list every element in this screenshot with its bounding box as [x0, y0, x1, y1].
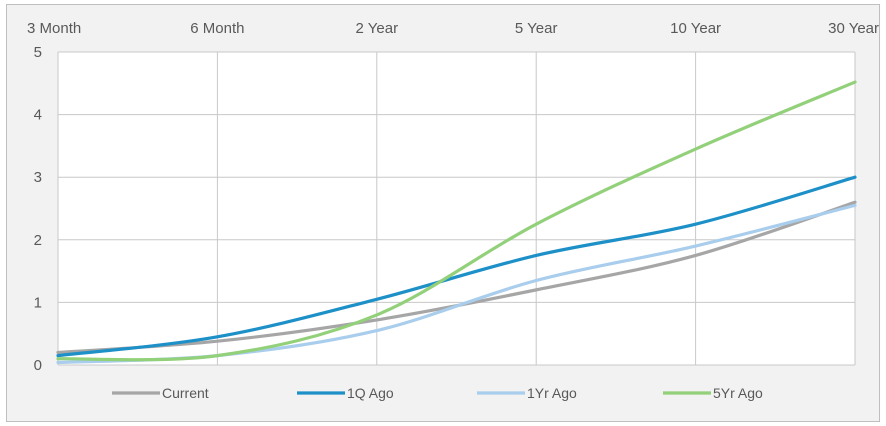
chart-frame: 0 1 2 3 4 5 3 Month 6 Month 2 Year 5 Year 10 Year…	[6, 4, 880, 422]
x-tick-label-5: 30 Year	[828, 20, 879, 37]
legend-label-0: Current	[162, 385, 209, 401]
legend-label-1: 1Q Ago	[347, 385, 394, 401]
plot-area	[58, 52, 855, 365]
series-line-1	[56, 175, 857, 358]
x-tick-label-1: 6 Month	[190, 20, 244, 37]
series-line-3	[56, 80, 857, 362]
y-tick-label-4: 4	[34, 107, 42, 124]
series-lines	[56, 80, 857, 365]
y-tick-label-2: 2	[34, 232, 42, 249]
y-tick-label-0: 0	[34, 357, 42, 374]
y-tick-label-5: 5	[34, 44, 42, 61]
x-tick-label-2: 2 Year	[356, 20, 399, 37]
grid-lines	[57, 51, 856, 366]
legend: Current 1Q Ago 1Yr Ago 5Yr Ago	[112, 385, 763, 401]
legend-label-3: 5Yr Ago	[713, 385, 763, 401]
y-axis-ticks: 0 1 2 3 4 5	[34, 44, 42, 374]
yield-curve-chart: 0 1 2 3 4 5 3 Month 6 Month 2 Year 5 Year 10 Year…	[27, 20, 879, 401]
y-tick-label-1: 1	[34, 294, 42, 311]
y-tick-label-3: 3	[34, 169, 42, 186]
x-tick-label-3: 5 Year	[515, 20, 558, 37]
x-axis-ticks: 3 Month 6 Month 2 Year 5 Year 10 Year 30 Year	[27, 20, 879, 37]
x-tick-label-4: 10 Year	[670, 20, 721, 37]
legend-label-2: 1Yr Ago	[527, 385, 577, 401]
x-tick-label-0: 3 Month	[27, 20, 81, 37]
